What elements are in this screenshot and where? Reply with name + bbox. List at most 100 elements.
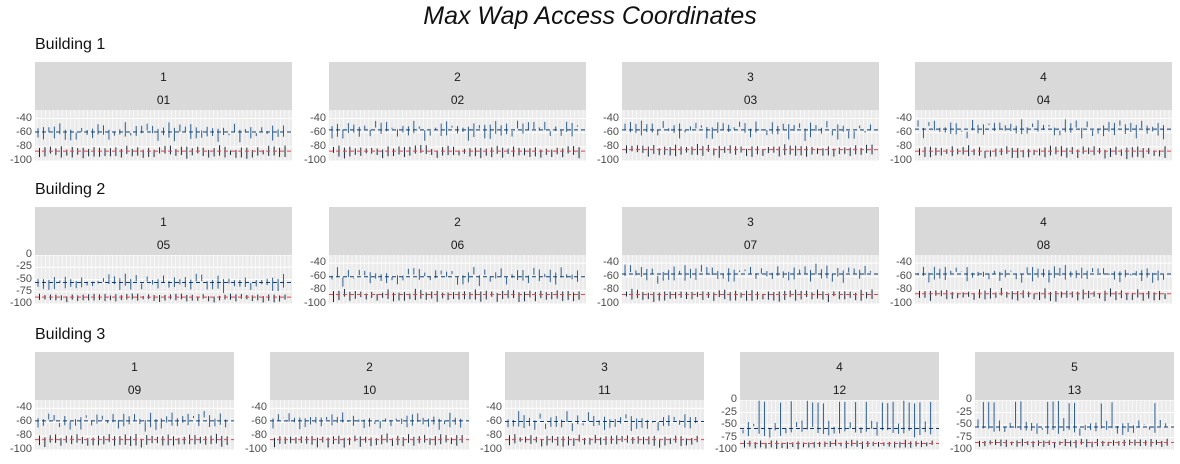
strip-floor-label: 1 — [160, 215, 167, 229]
strip-id-label: 06 — [450, 238, 465, 252]
strip-id-label: 03 — [743, 93, 758, 107]
strip-floor-label: 4 — [1040, 215, 1047, 229]
building-label: Building 2 — [35, 181, 106, 198]
y-tick-label: -40 — [16, 401, 32, 414]
strip-id-label: 11 — [598, 383, 611, 397]
panel-background — [915, 255, 1172, 304]
strip-floor-label: 4 — [836, 360, 843, 374]
strip-floor-label: 2 — [454, 70, 461, 84]
panel-plot — [505, 400, 704, 450]
y-tick-label: -100 — [596, 154, 619, 166]
y-tick-label: -40 — [896, 111, 912, 124]
panel-background — [35, 110, 292, 161]
panel-plot — [270, 400, 469, 450]
y-tick-label: -100 — [303, 154, 326, 166]
y-tick-label: -25 — [721, 405, 737, 418]
y-tick-label: -50 — [16, 272, 32, 285]
facet-strip: 2 10 — [270, 352, 469, 400]
y-tick-label: -100 — [714, 443, 737, 455]
y-tick-label: -100 — [479, 443, 502, 455]
y-tick-label: -80 — [486, 429, 502, 442]
strip-floor-label: 3 — [747, 70, 754, 84]
facet-strip: 3 03 — [622, 62, 879, 110]
y-tick-label: -40 — [603, 111, 619, 124]
panel-plot — [622, 255, 879, 304]
strip-floor-label: 1 — [131, 360, 138, 374]
y-tick-label: -80 — [251, 429, 267, 442]
facet-strip: 3 07 — [622, 207, 879, 255]
y-tick-label: -100 — [9, 154, 32, 166]
facet-strip: 4 12 — [740, 352, 939, 400]
strip-floor-label: 5 — [1071, 360, 1078, 374]
y-tick-label: -40 — [251, 401, 267, 414]
facet-strip: 1 09 — [35, 352, 234, 400]
y-tick-label: -60 — [310, 125, 326, 138]
y-tick-label: -100 — [303, 297, 326, 309]
strip-id-label: 05 — [156, 238, 171, 252]
strip-floor-label: 4 — [1040, 70, 1047, 84]
strip-floor-label: 3 — [601, 360, 608, 374]
building-label: Building 1 — [35, 36, 106, 53]
y-tick-label: -100 — [244, 443, 267, 455]
panel-background — [915, 110, 1172, 161]
building-label: Building 3 — [35, 326, 106, 343]
y-tick-label: -100 — [9, 443, 32, 455]
y-tick-label: -60 — [603, 269, 619, 282]
y-tick-label: -25 — [16, 260, 32, 273]
y-tick-label: 0 — [25, 248, 32, 260]
y-tick-label: -80 — [896, 283, 912, 296]
y-tick-label: -80 — [310, 283, 326, 296]
facet-strip: 2 02 — [329, 62, 586, 110]
y-tick-label: -60 — [486, 415, 502, 428]
strip-id-label: 07 — [743, 238, 758, 252]
y-tick-label: -40 — [896, 256, 912, 269]
y-tick-label: -100 — [949, 443, 972, 455]
facet-strip: 1 01 — [35, 62, 292, 110]
panel-plot — [915, 110, 1172, 161]
strip-id-label: 12 — [832, 383, 847, 397]
y-tick-label: -80 — [16, 139, 32, 152]
y-tick-label: -60 — [251, 415, 267, 428]
facet-strip: 1 05 — [35, 207, 292, 255]
y-tick-label: -80 — [603, 139, 619, 152]
strip-id-label: 08 — [1036, 238, 1051, 252]
y-tick-label: -50 — [956, 418, 972, 430]
strip-id-label: 01 — [156, 93, 171, 107]
y-tick-label: -50 — [721, 418, 737, 430]
y-tick-label: -80 — [16, 429, 32, 442]
strip-id-label: 10 — [362, 383, 377, 397]
y-tick-label: 0 — [730, 393, 737, 405]
y-tick-label: -100 — [889, 154, 912, 166]
y-tick-label: -60 — [16, 125, 32, 138]
facet-strip: 2 06 — [329, 207, 586, 255]
y-tick-label: -40 — [486, 401, 502, 414]
facet-strip: 4 08 — [915, 207, 1172, 255]
panel-plot — [915, 255, 1172, 304]
y-tick-label: -40 — [310, 111, 326, 124]
y-tick-label: -60 — [603, 125, 619, 138]
y-tick-label: -60 — [310, 269, 326, 282]
strip-floor-label: 1 — [160, 70, 167, 84]
chart-title: Max Wap Access Coordinates — [423, 2, 757, 30]
y-tick-label: -80 — [896, 139, 912, 152]
y-tick-label: -100 — [889, 297, 912, 309]
strip-id-label: 13 — [1067, 383, 1082, 397]
facet-strip: 5 13 — [975, 352, 1174, 400]
panel-plot — [329, 110, 586, 161]
facet-strip: 4 04 — [915, 62, 1172, 110]
panel-plot — [740, 400, 939, 450]
y-tick-label: -60 — [896, 269, 912, 282]
y-tick-label: 0 — [965, 393, 972, 405]
y-tick-label: -60 — [896, 125, 912, 138]
y-tick-label: -40 — [16, 111, 32, 124]
y-tick-label: -75 — [16, 284, 32, 297]
strip-floor-label: 2 — [454, 215, 461, 229]
strip-id-label: 02 — [450, 93, 465, 107]
y-tick-label: -40 — [310, 256, 326, 269]
y-tick-label: -25 — [956, 405, 972, 418]
facet-strip: 3 11 — [505, 352, 704, 400]
y-tick-label: -80 — [310, 139, 326, 152]
panel-plot — [35, 110, 292, 161]
strip-id-label: 09 — [127, 383, 142, 397]
y-tick-label: -75 — [721, 430, 737, 443]
